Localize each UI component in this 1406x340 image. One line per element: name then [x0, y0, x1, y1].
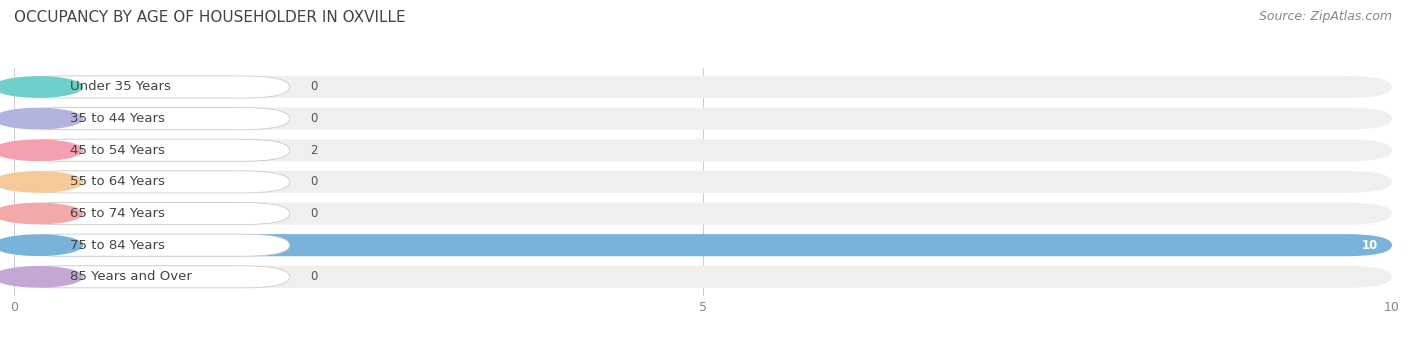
FancyBboxPatch shape [14, 171, 1392, 193]
Text: Under 35 Years: Under 35 Years [69, 81, 170, 94]
FancyBboxPatch shape [14, 139, 290, 162]
Circle shape [0, 203, 83, 224]
FancyBboxPatch shape [14, 76, 1392, 98]
Text: 0: 0 [311, 81, 318, 94]
Text: 35 to 44 Years: 35 to 44 Years [69, 112, 165, 125]
FancyBboxPatch shape [14, 76, 290, 98]
FancyBboxPatch shape [14, 107, 290, 130]
FancyBboxPatch shape [14, 266, 276, 288]
FancyBboxPatch shape [14, 234, 290, 256]
Text: 10: 10 [1362, 239, 1378, 252]
FancyBboxPatch shape [14, 171, 276, 193]
Circle shape [0, 235, 83, 255]
Text: 55 to 64 Years: 55 to 64 Years [69, 175, 165, 188]
Circle shape [0, 267, 83, 287]
Text: Source: ZipAtlas.com: Source: ZipAtlas.com [1258, 10, 1392, 23]
FancyBboxPatch shape [14, 202, 276, 225]
FancyBboxPatch shape [14, 266, 1392, 288]
FancyBboxPatch shape [14, 171, 290, 193]
Text: 45 to 54 Years: 45 to 54 Years [69, 144, 165, 157]
Circle shape [0, 140, 83, 160]
FancyBboxPatch shape [14, 202, 290, 225]
Circle shape [0, 77, 83, 97]
Text: 75 to 84 Years: 75 to 84 Years [69, 239, 165, 252]
FancyBboxPatch shape [14, 234, 1392, 256]
Circle shape [0, 108, 83, 129]
Text: 0: 0 [311, 207, 318, 220]
Text: OCCUPANCY BY AGE OF HOUSEHOLDER IN OXVILLE: OCCUPANCY BY AGE OF HOUSEHOLDER IN OXVIL… [14, 10, 406, 25]
FancyBboxPatch shape [14, 266, 290, 288]
FancyBboxPatch shape [14, 234, 1392, 256]
Text: 85 Years and Over: 85 Years and Over [69, 270, 191, 283]
FancyBboxPatch shape [14, 139, 290, 162]
FancyBboxPatch shape [14, 107, 1392, 130]
FancyBboxPatch shape [14, 107, 276, 130]
Text: 0: 0 [311, 112, 318, 125]
Circle shape [0, 172, 83, 192]
FancyBboxPatch shape [14, 76, 276, 98]
FancyBboxPatch shape [14, 139, 1392, 162]
Text: 65 to 74 Years: 65 to 74 Years [69, 207, 165, 220]
Text: 0: 0 [311, 175, 318, 188]
Text: 2: 2 [311, 144, 318, 157]
Text: 0: 0 [311, 270, 318, 283]
FancyBboxPatch shape [14, 202, 1392, 225]
